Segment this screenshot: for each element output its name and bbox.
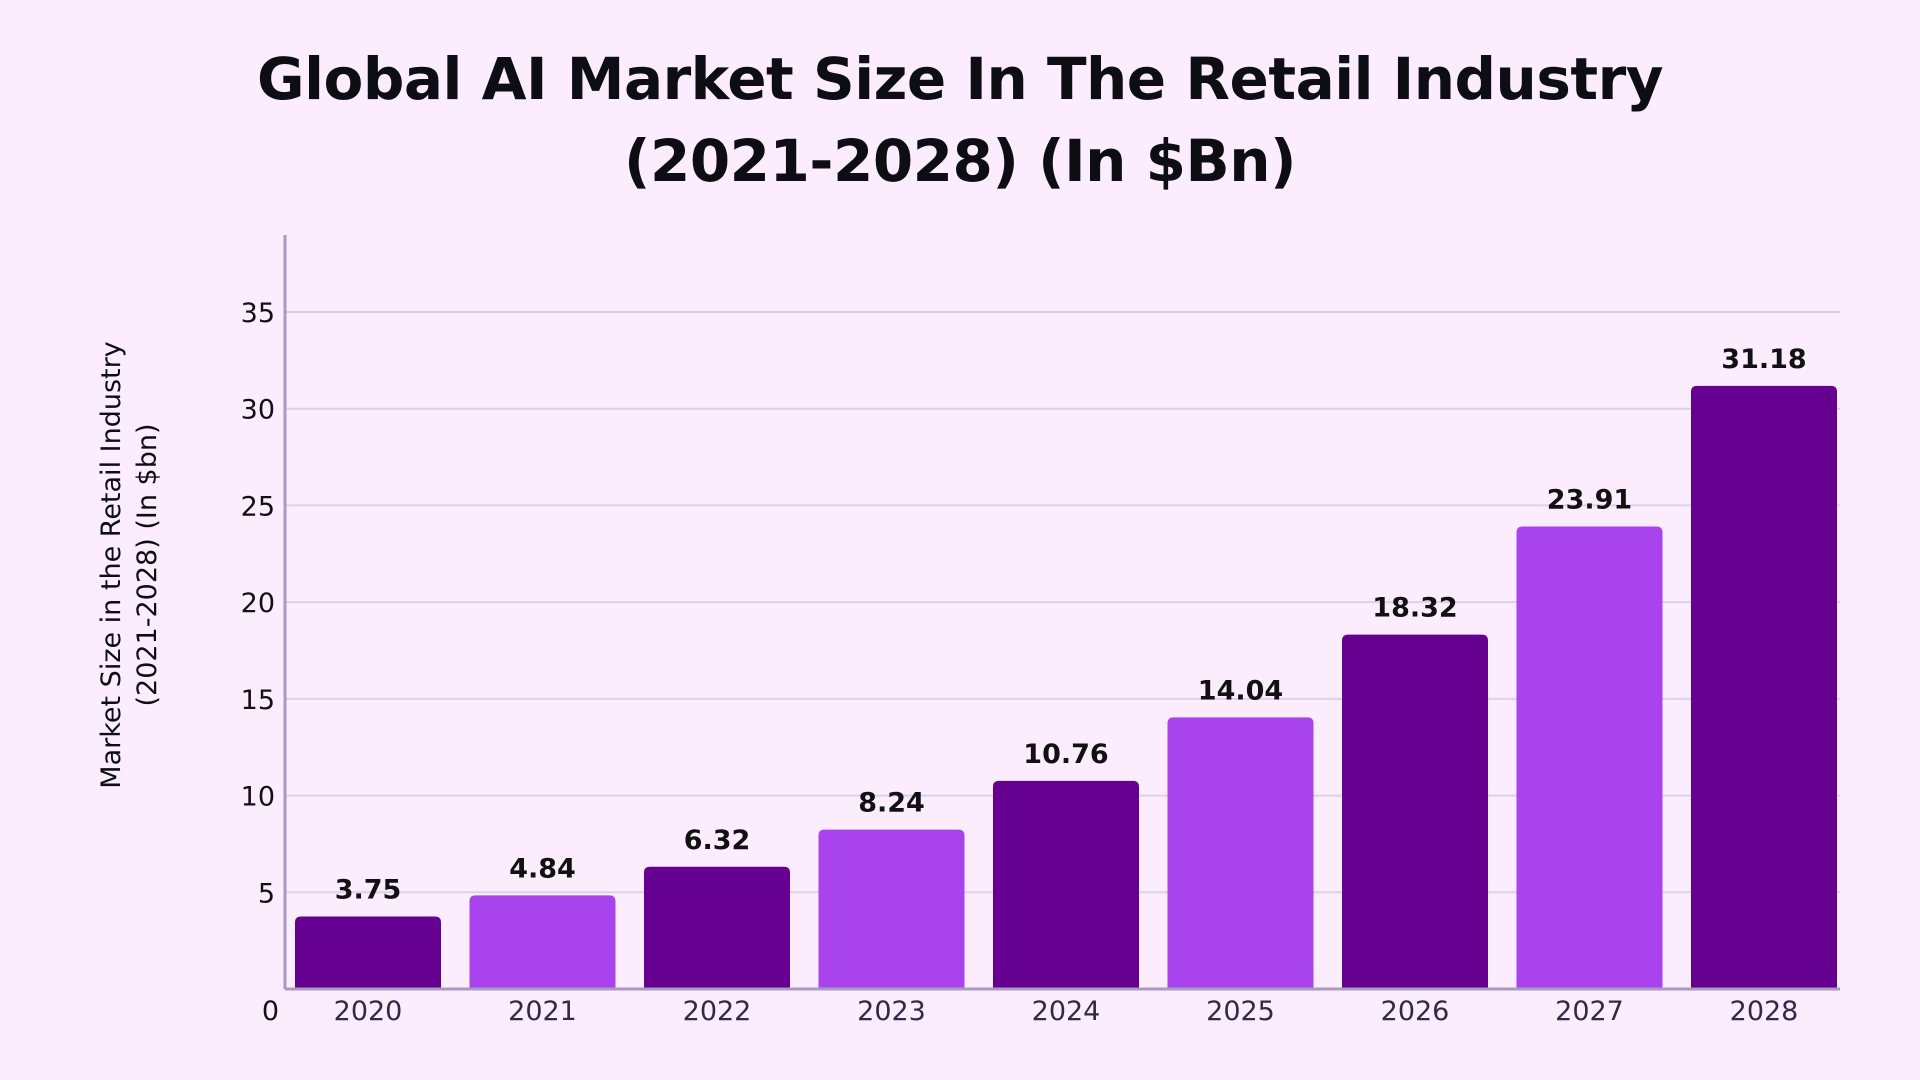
- x-tick-label: 2027: [1555, 996, 1624, 1027]
- data-label: 18.32: [1372, 593, 1457, 624]
- y-tick-label: 30: [241, 395, 275, 426]
- bar: [295, 916, 441, 989]
- x-tick-label: 2022: [683, 996, 752, 1027]
- bar: [993, 780, 1139, 989]
- x-tick-label: 2023: [857, 996, 926, 1027]
- y-tick-label: 5: [258, 878, 275, 909]
- bar: [644, 866, 790, 989]
- y-tick-label: 10: [241, 782, 275, 813]
- data-label: 14.04: [1198, 675, 1283, 706]
- bar: [469, 895, 616, 989]
- y-tick-label: 20: [241, 588, 275, 619]
- x-tick-label: 2028: [1730, 996, 1799, 1027]
- data-label: 10.76: [1023, 739, 1108, 770]
- x-tick-label: 2026: [1381, 996, 1450, 1027]
- x-tick-label: 2020: [334, 996, 403, 1027]
- data-label: 23.91: [1547, 485, 1632, 516]
- bar: [1516, 526, 1663, 989]
- data-label: 31.18: [1721, 344, 1806, 375]
- x-tick-label: 2021: [508, 996, 577, 1027]
- y-tick-label: 15: [241, 685, 275, 716]
- bar: [1342, 634, 1488, 989]
- chart-title: Global AI Market Size In The Retail Indu…: [0, 38, 1920, 202]
- bar: [1167, 717, 1314, 989]
- bar: [818, 829, 965, 989]
- bar: [1691, 385, 1837, 989]
- y-tick-label: 35: [241, 298, 275, 329]
- data-label: 6.32: [684, 825, 751, 856]
- data-label: 4.84: [509, 853, 576, 884]
- x-tick-label: 2024: [1032, 996, 1101, 1027]
- chart-title-line1: Global AI Market Size In The Retail Indu…: [257, 45, 1664, 113]
- x-tick-label: 2025: [1206, 996, 1275, 1027]
- chart-title-line2: (2021-2028) (In $Bn): [623, 127, 1297, 195]
- data-label: 8.24: [858, 788, 925, 819]
- y-tick-label: 25: [241, 491, 275, 522]
- data-label: 3.75: [335, 874, 402, 905]
- y-tick-label: 0: [262, 996, 279, 1027]
